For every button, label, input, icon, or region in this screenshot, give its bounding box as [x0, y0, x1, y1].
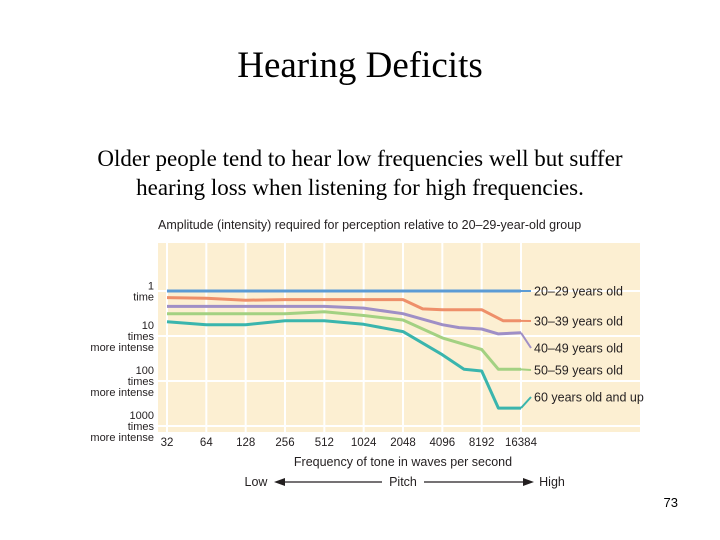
- legend-label-0: 20–29 years old: [534, 285, 623, 299]
- x-tick-label-5: 1024: [351, 437, 377, 449]
- series-line-1: [166, 296, 521, 323]
- x-tick-label-6: 2048: [390, 437, 416, 449]
- x-tick-label-8: 8192: [469, 437, 495, 449]
- pitch-arrow-left-head: [274, 478, 285, 486]
- legend-label-3: 50–59 years old: [534, 364, 623, 378]
- x-tick-label-0: 32: [161, 437, 174, 449]
- legend-label-2: 40–49 years old: [534, 342, 623, 356]
- series-line-3: [167, 310, 521, 371]
- x-tick-label-3: 256: [275, 437, 294, 449]
- legend-label-1: 30–39 years old: [534, 315, 623, 329]
- y-tick-label-1: 10 times more intense: [90, 320, 154, 354]
- series-leader-2: [520, 332, 532, 349]
- legend-label-4: 60 years old and up: [534, 391, 644, 405]
- series-leader-3: [520, 368, 532, 371]
- pitch-high-label: High: [539, 475, 565, 489]
- slide-body-text: Older people tend to hear low frequencie…: [30, 144, 690, 202]
- x-tick-label-7: 4096: [430, 437, 456, 449]
- y-tick-label-3: 1000 times more intense: [90, 410, 154, 444]
- y-tick-label-0: 1 time: [133, 281, 154, 304]
- body-line-1: Older people tend to hear low frequencie…: [97, 146, 623, 171]
- pitch-arrow-right-head: [523, 478, 534, 486]
- page-number: 73: [663, 495, 678, 510]
- slide-title: Hearing Deficits: [237, 45, 483, 86]
- body-line-2: hearing loss when listening for high fre…: [136, 175, 584, 200]
- pitch-label: Pitch: [389, 475, 417, 489]
- x-tick-label-2: 128: [236, 437, 255, 449]
- x-tick-label-4: 512: [315, 437, 334, 449]
- pitch-low-label: Low: [245, 475, 269, 489]
- x-tick-label-1: 64: [200, 437, 213, 449]
- y-tick-label-2: 100 times more intense: [90, 365, 154, 399]
- x-axis-label: Frequency of tone in waves per second: [294, 455, 512, 469]
- plot-background: [158, 243, 640, 432]
- chart-title: Amplitude (intensity) required for perce…: [158, 218, 581, 232]
- series-line-4: [166, 319, 521, 410]
- series-leader-4: [520, 396, 532, 409]
- series-line-2: [167, 304, 522, 336]
- x-tick-label-9: 16384: [505, 437, 538, 449]
